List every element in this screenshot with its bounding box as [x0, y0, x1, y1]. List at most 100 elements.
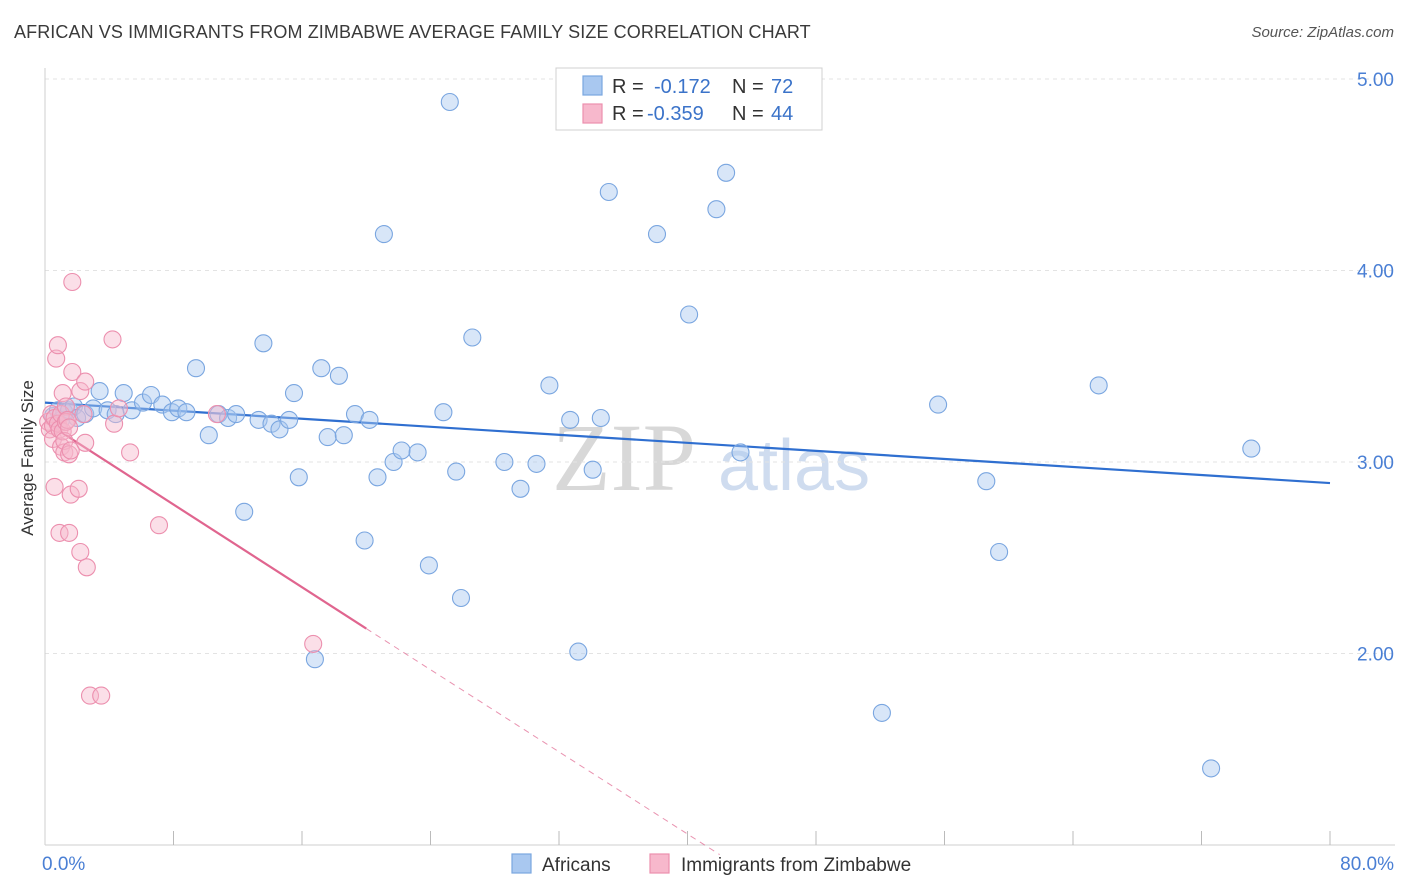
y-tick-label-3: 5.00 — [1357, 70, 1394, 91]
africans-point-58 — [583, 460, 602, 479]
trend-line-zimbabwe — [44, 420, 367, 630]
africans-point-19 — [177, 403, 196, 422]
africans-point-45 — [408, 443, 427, 462]
africans-point-51 — [463, 328, 482, 347]
zimbabwe-point-26 — [63, 272, 82, 292]
y-axis-title: Average Family Size — [18, 380, 37, 536]
zimbabwe-point-8 — [48, 336, 67, 355]
bottom-legend-swatch-zimbabwe — [649, 853, 670, 874]
africans-point-54 — [527, 454, 546, 473]
africans-point-69 — [990, 542, 1009, 562]
zimbabwe-point-22 — [60, 523, 79, 542]
zimbabwe-point-7 — [47, 349, 66, 368]
legend-swatch-zimbabwe — [582, 103, 603, 124]
africans-point-35 — [318, 428, 337, 447]
source-label: Source: ZipAtlas.com — [1251, 24, 1394, 41]
series-legend: Africans Immigrants from Zimbabwe — [511, 853, 911, 876]
x-tick-labels: 0.0% 80.0% — [42, 854, 1394, 875]
zimbabwe-point-36 — [92, 686, 111, 705]
africans-point-52 — [495, 452, 514, 472]
africans-point-56 — [561, 410, 580, 429]
zimbabwe-point-28 — [69, 479, 88, 498]
legend-swatch-africans — [582, 75, 603, 96]
africans-point-49 — [447, 462, 466, 481]
correlation-legend: R = -0.172 N = 72 R = -0.359 N = 44 — [555, 67, 823, 131]
zimbabwe-point-43 — [304, 634, 323, 653]
africans-point-37 — [334, 426, 353, 445]
trend-line-zimbabwe-extension — [365, 628, 720, 855]
zimbabwe-point-23 — [60, 418, 79, 437]
legend-n-label-africans: N = — [732, 76, 764, 98]
africans-point-48 — [440, 92, 459, 112]
y-tick-label-1: 3.00 — [1357, 453, 1394, 474]
y-tick-labels: 2.00 3.00 4.00 5.00 — [1357, 70, 1394, 666]
africans-point-60 — [599, 182, 618, 202]
bottom-legend-africans: Africans — [542, 855, 611, 876]
africans-point-34 — [312, 359, 331, 378]
africans-point-61 — [647, 225, 667, 244]
chart-title: AFRICAN VS IMMIGRANTS FROM ZIMBABWE AVER… — [14, 22, 811, 42]
axes — [44, 68, 1395, 846]
africans-point-46 — [419, 556, 438, 575]
africans-point-24 — [227, 405, 246, 424]
africans-point-44 — [392, 441, 411, 460]
africans-point-70 — [1089, 376, 1108, 395]
zimbabwe-point-41 — [149, 516, 169, 535]
legend-r-label-zimbabwe: R = — [612, 103, 644, 125]
africans-point-12 — [114, 384, 133, 403]
legend-r-value-africans: -0.172 — [654, 76, 711, 98]
africans-point-66 — [872, 703, 891, 722]
trend-line-africans — [44, 401, 1331, 485]
africans-point-53 — [511, 479, 530, 498]
africans-point-71 — [1202, 759, 1221, 778]
africans-point-25 — [235, 502, 254, 521]
legend-n-value-zimbabwe: 44 — [771, 103, 793, 125]
africans-point-30 — [280, 410, 299, 429]
africans-point-62 — [680, 305, 699, 324]
africans-point-55 — [540, 376, 559, 395]
y-tick-label-2: 4.00 — [1357, 262, 1394, 283]
zimbabwe-point-39 — [109, 399, 128, 418]
africans-point-21 — [199, 426, 218, 445]
zimbabwe-point-37 — [103, 330, 122, 349]
africans-point-47 — [434, 403, 453, 422]
zimbabwe-point-14 — [53, 384, 72, 403]
y-tick-label-0: 2.00 — [1357, 645, 1394, 666]
africans-point-27 — [254, 334, 273, 353]
zimbabwe-point-38 — [105, 414, 124, 433]
africans-point-39 — [355, 531, 374, 550]
africans-point-65 — [731, 443, 750, 462]
africans-point-67 — [929, 395, 948, 414]
africans-point-42 — [374, 225, 393, 244]
zimbabwe-point-6 — [45, 477, 64, 496]
africans-point-72 — [1242, 439, 1261, 458]
africans-point-41 — [368, 468, 387, 487]
zimbabwe-point-31 — [74, 405, 93, 424]
zimbabwe-point-20 — [58, 410, 77, 429]
zimbabwe-point-42 — [207, 405, 226, 424]
africans-point-57 — [569, 642, 588, 661]
africans-point-36 — [329, 366, 348, 385]
bottom-legend-swatch-africans — [511, 853, 532, 874]
zimbabwe-point-17 — [55, 431, 74, 450]
x-tick-label-start: 0.0% — [42, 854, 85, 875]
africans-point-64 — [717, 163, 736, 182]
trend-lines — [44, 401, 1331, 855]
zimbabwe-point-25 — [61, 441, 80, 460]
legend-r-value-zimbabwe: -0.359 — [647, 103, 704, 125]
africans-point-20 — [186, 359, 206, 378]
africans-point-40 — [360, 410, 379, 429]
zimbabwe-point-11 — [50, 523, 69, 542]
bottom-legend-zimbabwe: Immigrants from Zimbabwe — [681, 855, 911, 876]
zimbabwe-point-33 — [76, 433, 95, 452]
series-zimbabwe — [39, 272, 323, 705]
series-africans — [43, 92, 1261, 778]
zimbabwe-point-30 — [71, 542, 90, 562]
africans-point-8 — [84, 399, 103, 418]
zimbabwe-point-32 — [76, 372, 95, 391]
watermark-zip: ZIP — [552, 404, 696, 511]
africans-point-63 — [707, 200, 726, 219]
africans-point-33 — [305, 650, 324, 669]
grid-lines — [45, 78, 1395, 654]
